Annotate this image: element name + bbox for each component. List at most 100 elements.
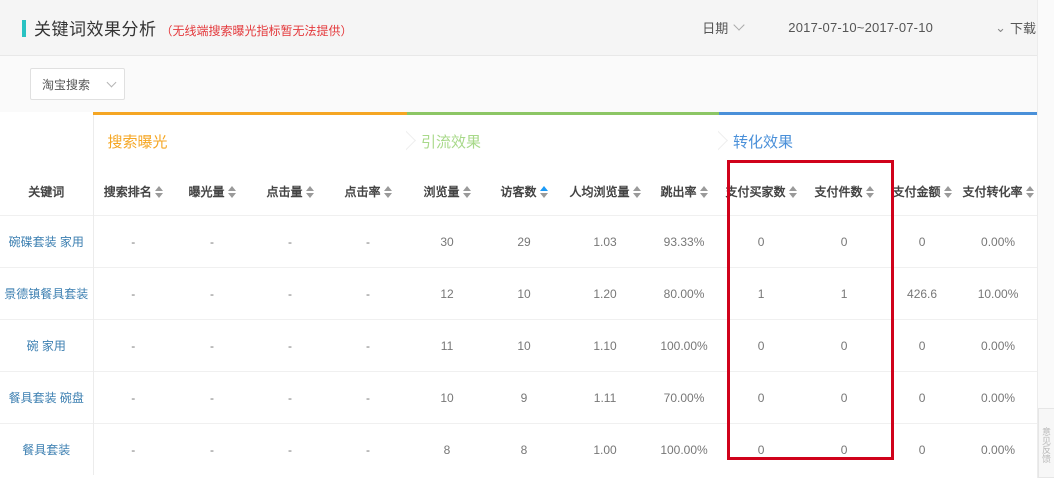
channel-select[interactable]: 淘宝搜索: [30, 68, 125, 100]
cell-impressions: -: [173, 423, 251, 475]
cell-conversion-rate: 0.00%: [959, 423, 1038, 475]
column-header-impressions[interactable]: 曝光量: [173, 167, 251, 216]
group-label-conversion: 转化效果: [733, 133, 794, 151]
cell-impressions: -: [173, 215, 251, 268]
keyword-link[interactable]: 景德镇餐具套装: [0, 267, 94, 320]
cell-avg-pageviews: 1.11: [561, 371, 650, 424]
cell-avg-pageviews: 1.00: [561, 423, 650, 475]
cell-avg-pageviews: 1.20: [561, 267, 650, 320]
sort-toggle-bounce-rate[interactable]: [699, 186, 708, 199]
cell-clicks: -: [251, 319, 329, 372]
sort-toggle-paid-buyers[interactable]: [788, 186, 797, 199]
cell-search-rank: -: [93, 215, 173, 268]
sort-toggle-paid-items[interactable]: [865, 186, 874, 199]
column-header-paid-amount[interactable]: 支付金额: [885, 167, 960, 216]
channel-select-value: 淘宝搜索: [42, 77, 91, 92]
sort-toggle-search-rank[interactable]: [154, 186, 163, 199]
keyword-label: 碗碟套装 家用: [8, 235, 84, 249]
date-filter-label: 日期: [702, 21, 729, 36]
cell-pageviews: 12: [407, 267, 488, 320]
cell-paid-amount: 0: [885, 371, 960, 424]
page-title-group: 关键词效果分析 （无线端搜索曝光指标暂无法提供）: [22, 15, 353, 40]
keyword-label: 景德镇餐具套装: [4, 287, 89, 301]
sort-toggle-pageviews[interactable]: [462, 186, 471, 199]
cell-ctr: -: [329, 215, 408, 268]
cell-impressions: -: [173, 371, 251, 424]
cell-paid-buyers: 1: [719, 267, 804, 320]
keyword-label: 餐具套装 碗盘: [8, 391, 84, 405]
date-range-value[interactable]: 2017-07-10~2017-07-10: [788, 20, 934, 35]
cell-visitors: 29: [487, 215, 562, 268]
column-label-conversion-rate: 支付转化率: [962, 184, 1023, 199]
column-header-visitors[interactable]: 访客数: [487, 167, 562, 216]
cell-paid-items: 0: [803, 319, 886, 372]
sort-toggle-conversion-rate[interactable]: [1025, 186, 1034, 199]
column-label-paid-items: 支付件数: [814, 184, 863, 199]
keyword-table-container: 搜索曝光 引流效果 转化效果 关键词 搜索排名 曝光量 点击量: [0, 112, 1054, 478]
download-button[interactable]: ⌄ 下载: [995, 18, 1036, 37]
column-header-pageviews[interactable]: 浏览量: [407, 167, 488, 216]
feedback-side-tab[interactable]: 意见反馈: [1038, 408, 1054, 478]
keyword-performance-table: 搜索曝光 引流效果 转化效果 关键词 搜索排名 曝光量 点击量: [0, 112, 1038, 475]
group-header-search-exposure: 搜索曝光: [93, 112, 408, 167]
column-header-paid-buyers[interactable]: 支付买家数: [719, 167, 804, 216]
cell-paid-amount: 0: [885, 215, 960, 268]
cell-paid-amount: 0: [885, 319, 960, 372]
keyword-link[interactable]: 碗 家用: [0, 319, 94, 372]
cell-bounce-rate: 70.00%: [649, 371, 720, 424]
cell-paid-buyers: 0: [719, 371, 804, 424]
table-row: 餐具套装 - - - - 8 8 1.00 100.00% 0 0 0 0.00…: [0, 423, 1038, 475]
table-group-header-row: 搜索曝光 引流效果 转化效果: [0, 112, 1038, 167]
keyword-link[interactable]: 餐具套装 碗盘: [0, 371, 94, 424]
column-header-keyword: 关键词: [0, 167, 94, 216]
cell-paid-amount: 426.6: [885, 267, 960, 320]
column-header-search-rank[interactable]: 搜索排名: [93, 167, 173, 216]
header-controls: 日期 2017-07-10~2017-07-10 ⌄ 下载: [702, 18, 1036, 37]
sort-toggle-impressions[interactable]: [227, 186, 236, 199]
cell-bounce-rate: 100.00%: [649, 423, 720, 475]
column-label-ctr: 点击率: [344, 184, 381, 199]
cell-clicks: -: [251, 267, 329, 320]
group-label-search-exposure: 搜索曝光: [107, 133, 168, 151]
table-row: 碗 家用 - - - - 11 10 1.10 100.00% 0 0 0 0.…: [0, 319, 1038, 372]
column-label-paid-buyers: 支付买家数: [725, 184, 786, 199]
sort-toggle-avg-pageviews[interactable]: [632, 186, 641, 199]
cell-ctr: -: [329, 267, 408, 320]
cell-conversion-rate: 0.00%: [959, 371, 1038, 424]
chevron-down-icon: [106, 77, 117, 87]
column-label-impressions: 曝光量: [188, 184, 225, 199]
cell-search-rank: -: [93, 267, 173, 320]
cell-paid-items: 0: [803, 423, 886, 475]
sort-toggle-clicks[interactable]: [305, 186, 314, 199]
date-filter-dropdown[interactable]: 日期: [702, 18, 745, 37]
keyword-link[interactable]: 餐具套装: [0, 423, 94, 475]
column-header-ctr[interactable]: 点击率: [329, 167, 408, 216]
column-header-bounce-rate[interactable]: 跳出率: [649, 167, 720, 216]
keyword-label: 碗 家用: [26, 339, 66, 353]
column-label-paid-amount: 支付金额: [892, 184, 941, 199]
sort-toggle-visitors[interactable]: [539, 186, 548, 199]
column-header-conversion-rate[interactable]: 支付转化率: [959, 167, 1038, 216]
cell-paid-buyers: 0: [719, 319, 804, 372]
cell-paid-items: 0: [803, 215, 886, 268]
right-rail: [1037, 0, 1054, 478]
sort-toggle-paid-amount[interactable]: [943, 186, 952, 199]
page-title: 关键词效果分析: [34, 20, 157, 39]
sort-toggle-ctr[interactable]: [383, 186, 392, 199]
keyword-link[interactable]: 碗碟套装 家用: [0, 215, 94, 268]
cell-paid-amount: 0: [885, 423, 960, 475]
column-label-search-rank: 搜索排名: [103, 184, 152, 199]
cell-avg-pageviews: 1.10: [561, 319, 650, 372]
filter-bar: 淘宝搜索: [0, 56, 1054, 112]
cell-conversion-rate: 0.00%: [959, 319, 1038, 372]
cell-visitors: 10: [487, 319, 562, 372]
cell-bounce-rate: 80.00%: [649, 267, 720, 320]
cell-paid-items: 1: [803, 267, 886, 320]
column-label-clicks: 点击量: [266, 184, 303, 199]
column-header-clicks[interactable]: 点击量: [251, 167, 329, 216]
cell-conversion-rate: 10.00%: [959, 267, 1038, 320]
page-title-note: （无线端搜索曝光指标暂无法提供）: [160, 24, 353, 38]
column-header-avg-pageviews[interactable]: 人均浏览量: [561, 167, 650, 216]
column-header-paid-items[interactable]: 支付件数: [803, 167, 886, 216]
cell-conversion-rate: 0.00%: [959, 215, 1038, 268]
